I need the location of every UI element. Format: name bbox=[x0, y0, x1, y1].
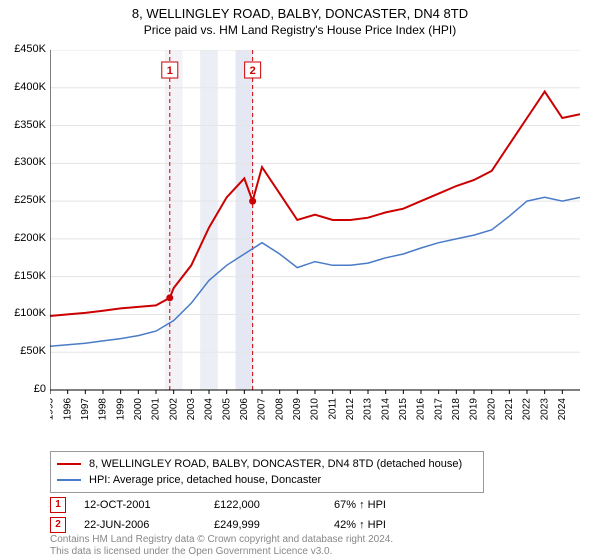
event-price: £122,000 bbox=[214, 499, 334, 511]
svg-text:2003: 2003 bbox=[186, 398, 197, 420]
legend-label: HPI: Average price, detached house, Donc… bbox=[89, 474, 321, 486]
svg-text:2024: 2024 bbox=[557, 398, 568, 420]
svg-text:2009: 2009 bbox=[292, 398, 303, 420]
svg-text:2006: 2006 bbox=[239, 398, 250, 420]
event-hpi: 67% ↑ HPI bbox=[334, 499, 454, 511]
y-tick-label: £250K bbox=[2, 194, 46, 206]
svg-text:2020: 2020 bbox=[486, 398, 497, 420]
y-tick-label: £100K bbox=[2, 307, 46, 319]
svg-text:2000: 2000 bbox=[133, 398, 144, 420]
y-tick-label: £300K bbox=[2, 156, 46, 168]
event-table: 1 12-OCT-2001 £122,000 67% ↑ HPI 2 22-JU… bbox=[50, 495, 580, 535]
event-date: 22-JUN-2006 bbox=[84, 519, 214, 531]
y-tick-label: £350K bbox=[2, 119, 46, 131]
y-tick-label: £450K bbox=[2, 43, 46, 55]
svg-text:2017: 2017 bbox=[433, 398, 444, 420]
svg-text:2004: 2004 bbox=[204, 398, 215, 420]
svg-text:2021: 2021 bbox=[504, 398, 515, 420]
svg-text:2011: 2011 bbox=[327, 398, 338, 420]
chart-area: 1995 1996 1997 1998 1999 2000 2001 2002 2003 2004… bbox=[50, 50, 580, 420]
svg-text:2023: 2023 bbox=[539, 398, 550, 420]
svg-text:1998: 1998 bbox=[98, 398, 109, 420]
svg-text:1997: 1997 bbox=[80, 398, 91, 420]
svg-text:2012: 2012 bbox=[345, 398, 356, 420]
legend-box: 8, WELLINGLEY ROAD, BALBY, DONCASTER, DN… bbox=[50, 451, 484, 493]
svg-text:2018: 2018 bbox=[451, 398, 462, 420]
svg-text:2014: 2014 bbox=[380, 398, 391, 420]
y-tick-label: £400K bbox=[2, 81, 46, 93]
svg-text:2013: 2013 bbox=[363, 398, 374, 420]
event-row: 1 12-OCT-2001 £122,000 67% ↑ HPI bbox=[50, 495, 580, 515]
event-marker-icon: 1 bbox=[50, 497, 66, 513]
svg-text:2005: 2005 bbox=[221, 398, 232, 420]
svg-text:1999: 1999 bbox=[115, 398, 126, 420]
svg-text:2019: 2019 bbox=[469, 398, 480, 420]
legend-row: HPI: Average price, detached house, Donc… bbox=[57, 472, 477, 488]
svg-text:2007: 2007 bbox=[257, 398, 268, 420]
svg-text:2010: 2010 bbox=[310, 398, 321, 420]
y-tick-label: £0 bbox=[2, 383, 46, 395]
svg-text:2002: 2002 bbox=[168, 398, 179, 420]
event-row: 2 22-JUN-2006 £249,999 42% ↑ HPI bbox=[50, 515, 580, 535]
title-block: 8, WELLINGLEY ROAD, BALBY, DONCASTER, DN… bbox=[0, 0, 600, 37]
legend-label: 8, WELLINGLEY ROAD, BALBY, DONCASTER, DN… bbox=[89, 458, 462, 470]
svg-text:1995: 1995 bbox=[50, 398, 56, 420]
svg-text:1996: 1996 bbox=[62, 398, 73, 420]
svg-text:2: 2 bbox=[250, 65, 256, 77]
svg-text:2016: 2016 bbox=[416, 398, 427, 420]
y-tick-label: £50K bbox=[2, 345, 46, 357]
svg-text:2001: 2001 bbox=[151, 398, 162, 420]
y-tick-label: £150K bbox=[2, 270, 46, 282]
svg-text:2015: 2015 bbox=[398, 398, 409, 420]
event-marker-icon: 2 bbox=[50, 517, 66, 533]
svg-text:2022: 2022 bbox=[522, 398, 533, 420]
plot-svg: 1995 1996 1997 1998 1999 2000 2001 2002 2003 2004… bbox=[50, 50, 580, 420]
legend-swatch bbox=[57, 463, 81, 465]
y-tick-label: £200K bbox=[2, 232, 46, 244]
chart-container: 8, WELLINGLEY ROAD, BALBY, DONCASTER, DN… bbox=[0, 0, 600, 560]
footer-line: This data is licensed under the Open Gov… bbox=[50, 546, 393, 558]
footer-text: Contains HM Land Registry data © Crown c… bbox=[50, 534, 393, 558]
event-date: 12-OCT-2001 bbox=[84, 499, 214, 511]
event-price: £249,999 bbox=[214, 519, 334, 531]
chart-subtitle: Price paid vs. HM Land Registry's House … bbox=[0, 23, 600, 37]
event-hpi: 42% ↑ HPI bbox=[334, 519, 454, 531]
legend-swatch bbox=[57, 479, 81, 481]
svg-text:1: 1 bbox=[167, 65, 173, 77]
footer-line: Contains HM Land Registry data © Crown c… bbox=[50, 534, 393, 546]
chart-title: 8, WELLINGLEY ROAD, BALBY, DONCASTER, DN… bbox=[0, 6, 600, 21]
legend-row: 8, WELLINGLEY ROAD, BALBY, DONCASTER, DN… bbox=[57, 456, 477, 472]
svg-text:2008: 2008 bbox=[274, 398, 285, 420]
